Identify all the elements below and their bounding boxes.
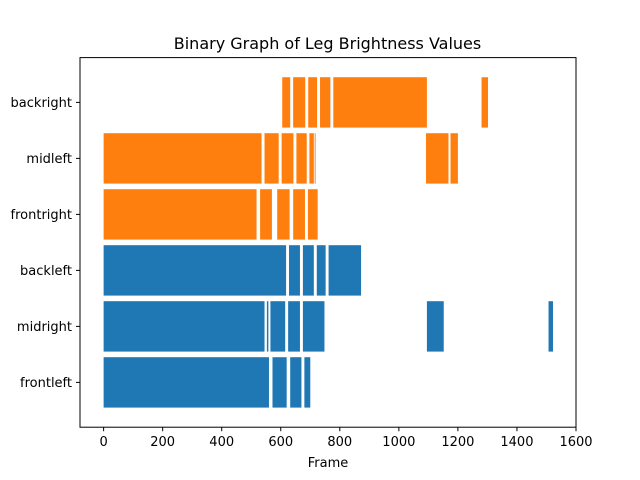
- x-tick-label-3: 600: [268, 435, 293, 450]
- bar-backright-1: [293, 77, 306, 128]
- bar-midright-3: [288, 301, 300, 352]
- bar-midleft-1: [264, 133, 279, 184]
- bar-frontleft-3: [304, 357, 311, 408]
- bar-midleft-4: [309, 133, 314, 184]
- bar-midright-0: [103, 301, 265, 352]
- bar-backleft-0: [103, 245, 287, 296]
- bar-frontleft-2: [290, 357, 302, 408]
- bars-layer: [103, 77, 553, 408]
- x-axis-label: Frame: [308, 456, 349, 471]
- y-tick-label-frontleft: frontleft: [20, 376, 72, 391]
- bar-backright-2: [308, 77, 318, 128]
- x-tick-label-6: 1200: [441, 435, 474, 450]
- chart-title: Binary Graph of Leg Brightness Values: [174, 34, 481, 53]
- bar-midleft-7: [450, 133, 458, 184]
- bar-midleft-0: [103, 133, 262, 184]
- bar-backleft-2: [302, 245, 314, 296]
- bar-frontright-0: [103, 189, 257, 240]
- y-tick-label-frontright: frontright: [11, 208, 72, 223]
- x-tick-label-4: 800: [327, 435, 352, 450]
- x-axis-ticks: 0 200 400 600 800 1000 1200 1400 1600: [99, 427, 593, 450]
- y-axis-ticks: frontleft midright backleft frontright midle…: [11, 96, 80, 391]
- x-tick-label-8: 1600: [559, 435, 592, 450]
- bar-backright-5: [481, 77, 489, 128]
- bar-backleft-1: [289, 245, 300, 296]
- bar-frontright-3: [293, 189, 305, 240]
- bar-midleft-2: [281, 133, 294, 184]
- bar-backright-4: [333, 77, 427, 128]
- plot-frame: [79, 57, 577, 428]
- y-tick-label-midright: midright: [17, 320, 72, 335]
- bar-frontright-2: [277, 189, 290, 240]
- bar-backleft-3: [316, 245, 326, 296]
- x-tick-label-2: 400: [209, 435, 234, 450]
- bar-frontright-4: [307, 189, 318, 240]
- y-tick-label-backleft: backleft: [20, 264, 72, 279]
- bar-backleft-4: [328, 245, 362, 296]
- x-tick-label-7: 1400: [500, 435, 533, 450]
- bar-backright-0: [282, 77, 291, 128]
- bar-midleft-5: [314, 133, 316, 184]
- x-tick-label-1: 200: [150, 435, 175, 450]
- bar-frontright-1: [260, 189, 272, 240]
- bar-midright-6: [548, 301, 553, 352]
- bar-midleft-6: [426, 133, 449, 184]
- x-tick-label-0: 0: [99, 435, 107, 450]
- bar-midleft-3: [296, 133, 307, 184]
- bar-frontleft-0: [103, 357, 269, 408]
- bar-backright-3: [320, 77, 331, 128]
- bar-midright-4: [302, 301, 325, 352]
- y-tick-label-backright: backright: [11, 96, 72, 111]
- x-tick-label-5: 1000: [382, 435, 415, 450]
- bar-midright-1: [266, 301, 269, 352]
- bar-midright-2: [270, 301, 286, 352]
- bar-midright-5: [426, 301, 444, 352]
- y-tick-label-midleft: midleft: [26, 152, 72, 167]
- bar-frontleft-1: [272, 357, 287, 408]
